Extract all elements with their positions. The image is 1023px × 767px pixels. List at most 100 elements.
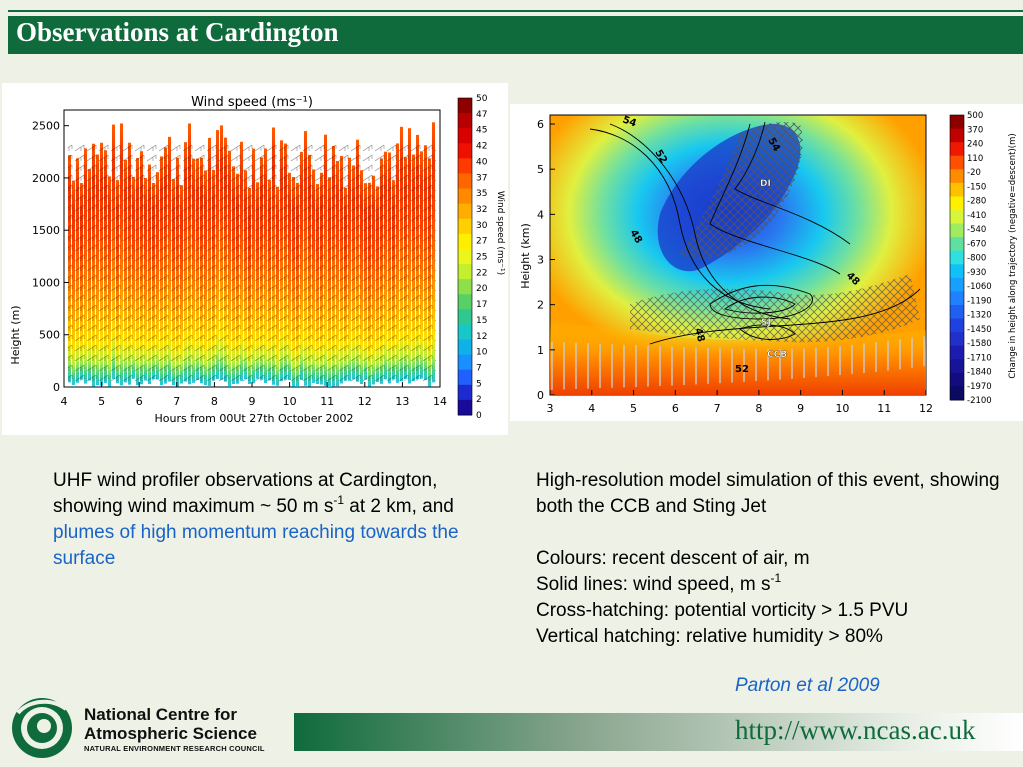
colorbar-swatch [950, 345, 964, 360]
y-tick-label: 2 [537, 299, 544, 312]
left-caption-sup: -1 [333, 492, 345, 507]
feature-annotations: DI SJ CCB [760, 179, 788, 360]
colorbar-tick-label: 45 [476, 126, 487, 136]
colorbar-swatch [458, 354, 472, 371]
colorbar-frame [457, 97, 473, 416]
colorbar-tick-label: -1060 [967, 282, 992, 292]
x-tick-label: 8 [211, 395, 218, 408]
colorbar-swatch [458, 248, 472, 265]
colorbar-tick-label: 30 [476, 221, 488, 231]
colorbar-tick-label: -1970 [967, 382, 992, 392]
right-caption: High-resolution model simulation of this… [536, 468, 1006, 650]
colorbar-tick-label: -2100 [967, 396, 992, 406]
y-tick-label: 3 [537, 254, 544, 267]
colorbar-swatch [950, 196, 964, 211]
colorbar-swatch [950, 223, 964, 238]
y-tick-label: 4 [537, 208, 544, 221]
colorbar-swatch [458, 98, 472, 114]
colorbar-swatch [458, 233, 472, 250]
x-tick-label: 9 [797, 402, 804, 415]
contour-label: 48 [692, 327, 706, 343]
colorbar-swatch [950, 264, 964, 279]
colorbar-swatch [950, 291, 964, 306]
left-caption-text-2: at 2 km, and [344, 496, 454, 517]
left-caption-highlight: plumes of high momentum reaching towards… [53, 522, 459, 569]
colorbar-swatch [458, 369, 472, 386]
contour-label: 54 [621, 114, 638, 129]
left-colorbar-label: Wind speed (ms⁻¹) [495, 191, 505, 275]
colorbar-swatch [458, 203, 472, 220]
colorbar-swatch [950, 142, 964, 157]
colorbar-tick-label: -1450 [967, 325, 992, 335]
colorbar-tick-label: 12 [476, 332, 487, 342]
left-chart-title: Wind speed (ms⁻¹) [191, 95, 313, 110]
rh-vertical-hatch [550, 336, 926, 390]
right-colorbar: 500 370 240 110 -20 -150 -280 -410 -540 -670 -800 -… [949, 111, 992, 406]
y-tick-label: 2000 [32, 172, 60, 185]
x-tick-label: 3 [547, 402, 554, 415]
colorbar-tick-label: 2 [476, 395, 482, 405]
colorbar-tick-label: -1710 [967, 353, 992, 363]
ncas-swirl-icon [12, 698, 72, 758]
colorbar-tick-label: -150 [967, 182, 986, 192]
colorbar-swatch [458, 324, 472, 341]
colorbar-tick-label: -1580 [967, 339, 992, 349]
y-tick-label: 6 [537, 118, 544, 131]
colorbar-tick-label: -280 [967, 197, 986, 207]
colorbar-swatch [458, 294, 472, 310]
colorbar-swatch [950, 305, 964, 320]
right-caption-line-5: Vertical hatching: relative humidity > 8… [536, 626, 883, 647]
x-tick-label: 11 [877, 402, 891, 415]
right-colorbar-label: Change in height along trajectory (negat… [1008, 133, 1018, 378]
colorbar-swatch [950, 128, 964, 143]
feature-annotation: DI [760, 179, 771, 189]
contour-label: 52 [735, 364, 749, 375]
x-tick-label: 10 [835, 402, 849, 415]
colorbar-tick-label: 17 [476, 300, 487, 310]
colorbar-tick-label: 32 [476, 205, 487, 215]
pv-cross-hatch-lower [630, 274, 920, 343]
colorbar-swatch [950, 155, 964, 170]
y-tick-label: 2500 [32, 120, 60, 133]
colorbar-tick-label: 7 [476, 363, 482, 373]
x-tick-label: 10 [283, 395, 297, 408]
colorbar-swatch [950, 250, 964, 265]
x-tick-label: 5 [630, 402, 637, 415]
colorbar-tick-label: 47 [476, 110, 487, 120]
colorbar-tick-label: -930 [967, 268, 986, 278]
model-simulation-figure: 54 52 48 48 48 52 54 DI SJ CCB 3 4 5 6 7 8 9 10 11 12 0 1 2 3… [510, 104, 1023, 421]
logo-text-line-1: National Centre for [84, 705, 238, 724]
colorbar-swatch [950, 182, 964, 197]
colorbar-tick-label: -670 [967, 239, 986, 249]
y-tick-label: 1500 [32, 224, 60, 237]
right-caption-line-2: Colours: recent descent of air, m [536, 548, 810, 569]
wind-profiler-plot: Wind speed (ms⁻¹) 4 5 6 7 8 9 10 11 12 13 14050010… [9, 94, 505, 425]
citation: Parton et al 2009 [735, 675, 880, 696]
x-tick-label: 7 [173, 395, 180, 408]
right-caption-line-3-sup: -1 [770, 570, 782, 585]
colorbar-swatch [950, 318, 964, 333]
colorbar-tick-label: 27 [476, 237, 487, 247]
colorbar-tick-label: 42 [476, 142, 487, 152]
colorbar-swatch [950, 169, 964, 184]
colorbar-tick-label: -1190 [967, 296, 992, 306]
colorbar-swatch [950, 237, 964, 252]
colorbar-swatch [458, 279, 472, 295]
colorbar-swatch [950, 115, 964, 130]
colorbar-tick-label: -800 [967, 254, 986, 264]
wind-speed-contours [589, 121, 921, 345]
footer-url-link[interactable]: http://www.ncas.ac.uk [735, 715, 976, 745]
title-bar: Observations at Cardington [8, 16, 1023, 54]
slide-title: Observations at Cardington [16, 17, 339, 47]
colorbar-swatch [458, 399, 472, 416]
logo-text-line-3: NATURAL ENVIRONMENT RESEARCH COUNCIL [84, 744, 265, 753]
y-tick-label: 0 [53, 381, 60, 394]
colorbar-tick-label: 20 [476, 284, 488, 294]
colorbar-swatch [458, 384, 472, 401]
x-tick-label: 6 [136, 395, 143, 408]
colorbar-tick-label: 22 [476, 268, 487, 278]
x-tick-label: 7 [714, 402, 721, 415]
ncas-logo: National Centre for Atmospheric Science … [8, 693, 288, 759]
x-tick-label: 11 [320, 395, 334, 408]
